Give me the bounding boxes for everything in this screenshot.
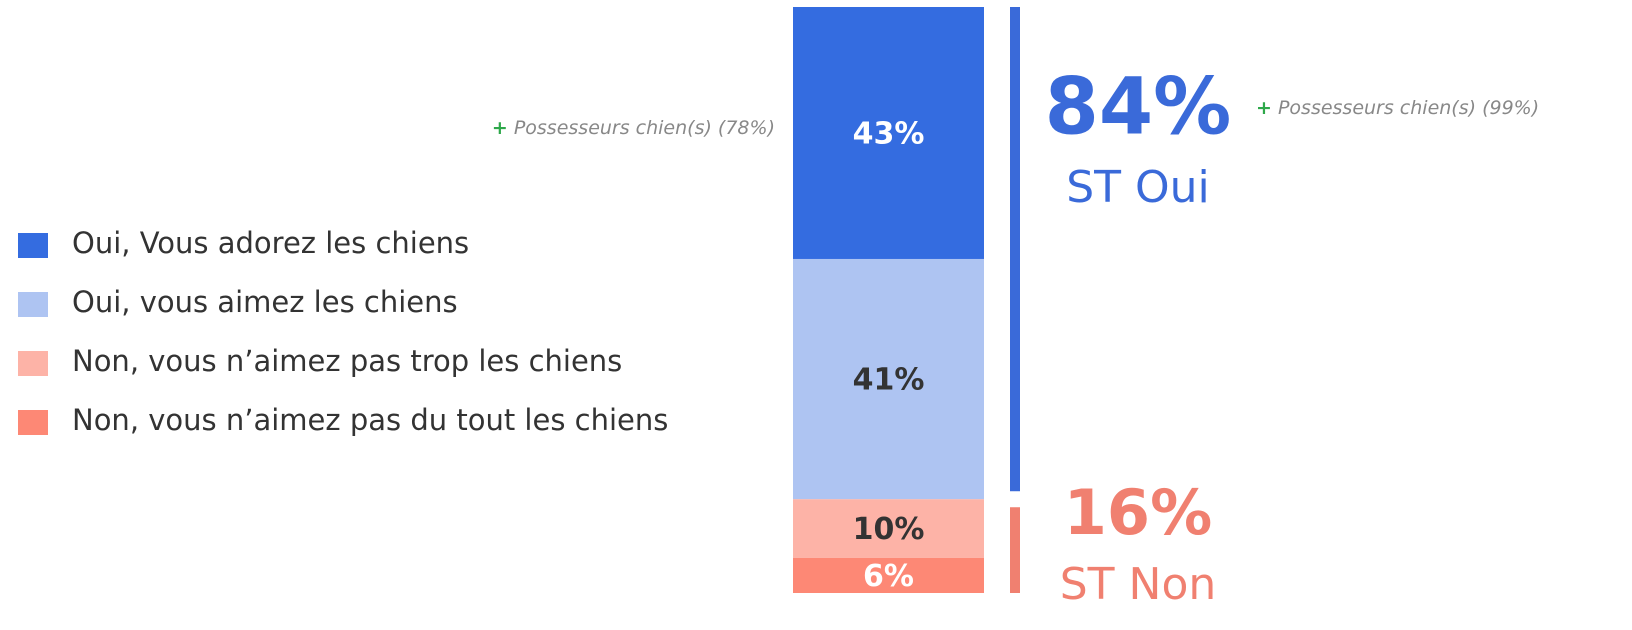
subtotal-value: 16%: [1064, 476, 1212, 549]
bar-segment: [793, 557, 984, 593]
subtotal-bracket: [1010, 7, 1020, 492]
annotation: + Possesseurs chien(s) (78%): [492, 117, 775, 139]
legend-label: Oui, Vous adorez les chiens: [72, 226, 469, 260]
subtotal-bracket: [1010, 507, 1020, 593]
annotation-marker: +: [492, 117, 508, 139]
legend-label: Non, vous n’aimez pas du tout les chiens: [72, 403, 668, 437]
legend-swatch: [18, 410, 48, 435]
value-label: 41%: [853, 363, 925, 398]
subtotal-value: 84%: [1045, 62, 1232, 152]
value-label: 6%: [863, 559, 914, 594]
subtotal-label: ST Oui: [1066, 162, 1210, 213]
annotation-text: Possesseurs chien(s) (78%): [508, 117, 775, 139]
value-label: 10%: [853, 512, 925, 547]
bar-segment: [793, 258, 984, 500]
value-label: 43%: [853, 116, 925, 151]
annotation-marker: +: [1256, 97, 1272, 119]
legend-label: Oui, vous aimez les chiens: [72, 285, 458, 319]
subtotal-label: ST Non: [1060, 559, 1217, 610]
legend-swatch: [18, 233, 48, 258]
legend-swatch: [18, 351, 48, 376]
bar-segment: [793, 7, 984, 259]
annotation: + Possesseurs chien(s) (99%): [1256, 97, 1539, 119]
legend-swatch: [18, 292, 48, 317]
bar-segment: [793, 499, 984, 558]
annotation-text: Possesseurs chien(s) (99%): [1272, 97, 1539, 119]
legend-label: Non, vous n’aimez pas trop les chiens: [72, 344, 622, 378]
